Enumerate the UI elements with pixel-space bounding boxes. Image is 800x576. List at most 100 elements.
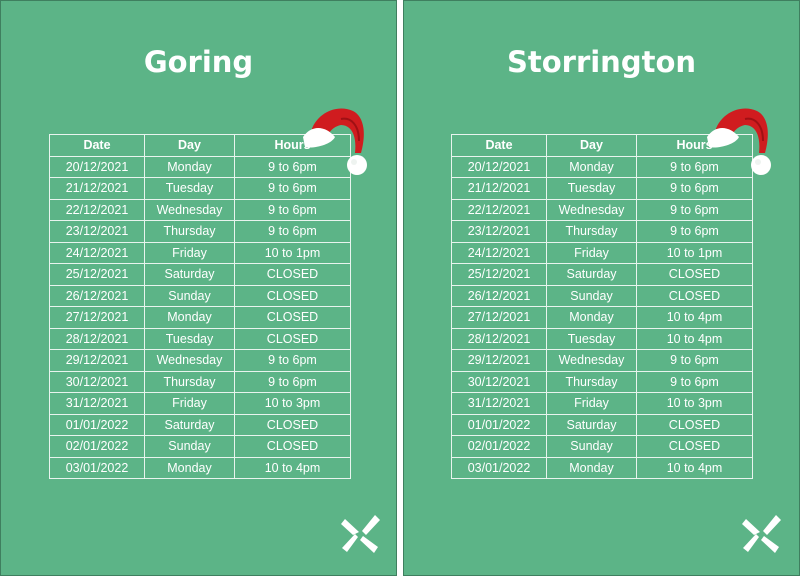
table-row: 28/12/2021 Tuesday CLOSED <box>49 327 351 350</box>
hours-cell: 9 to 6pm <box>234 349 351 372</box>
hours-cell: CLOSED <box>234 263 351 286</box>
date-cell: 26/12/2021 <box>451 284 547 307</box>
date-cell: 22/12/2021 <box>49 198 145 221</box>
date-cell: 28/12/2021 <box>451 327 547 350</box>
table-row: 24/12/2021 Friday 10 to 1pm <box>49 241 351 264</box>
table-row: 25/12/2021 Saturday CLOSED <box>451 263 753 286</box>
day-cell: Monday <box>144 306 235 329</box>
date-cell: 29/12/2021 <box>451 349 547 372</box>
table-row: 21/12/2021 Tuesday 9 to 6pm <box>451 177 753 200</box>
santa-hat-icon <box>303 108 367 175</box>
opening-hours-table: Date Day Hours 20/12/2021 Monday 9 to 6pm 2… <box>49 134 351 479</box>
date-cell: 22/12/2021 <box>451 198 547 221</box>
hours-cell: 9 to 6pm <box>636 177 753 200</box>
date-cell: 23/12/2021 <box>49 220 145 243</box>
table-row: 22/12/2021 Wednesday 9 to 6pm <box>451 198 753 221</box>
day-cell: Thursday <box>144 220 235 243</box>
day-cell: Monday <box>546 155 637 178</box>
date-cell: 21/12/2021 <box>451 177 547 200</box>
day-column-header: Day <box>546 134 637 157</box>
date-column-header: Date <box>49 134 145 157</box>
hours-cell: 9 to 6pm <box>234 198 351 221</box>
day-cell: Tuesday <box>144 327 235 350</box>
date-column-header: Date <box>451 134 547 157</box>
hours-cell: 10 to 4pm <box>636 456 753 479</box>
table-row: 26/12/2021 Sunday CLOSED <box>451 284 753 307</box>
date-cell: 25/12/2021 <box>451 263 547 286</box>
date-cell: 24/12/2021 <box>451 241 547 264</box>
day-cell: Saturday <box>546 413 637 436</box>
date-cell: 20/12/2021 <box>49 155 145 178</box>
table-row: 24/12/2021 Friday 10 to 1pm <box>451 241 753 264</box>
table-row: 26/12/2021 Sunday CLOSED <box>49 284 351 307</box>
hours-cell: CLOSED <box>234 435 351 458</box>
table-row: 31/12/2021 Friday 10 to 3pm <box>451 392 753 415</box>
hours-cell: 9 to 6pm <box>636 349 753 372</box>
date-cell: 02/01/2022 <box>451 435 547 458</box>
day-cell: Sunday <box>546 284 637 307</box>
date-cell: 02/01/2022 <box>49 435 145 458</box>
table-row: 27/12/2021 Monday 10 to 4pm <box>451 306 753 329</box>
day-column-header: Day <box>144 134 235 157</box>
date-cell: 30/12/2021 <box>451 370 547 393</box>
day-cell: Thursday <box>546 370 637 393</box>
hours-cell: 9 to 6pm <box>234 370 351 393</box>
table-row: 23/12/2021 Thursday 9 to 6pm <box>49 220 351 243</box>
hours-cell: 10 to 4pm <box>636 327 753 350</box>
hours-cell: 10 to 3pm <box>636 392 753 415</box>
date-cell: 31/12/2021 <box>49 392 145 415</box>
pinwheel-logo-icon <box>341 515 380 553</box>
day-cell: Tuesday <box>144 177 235 200</box>
day-cell: Monday <box>546 306 637 329</box>
day-cell: Friday <box>144 241 235 264</box>
day-cell: Wednesday <box>144 198 235 221</box>
day-cell: Saturday <box>546 263 637 286</box>
table-row: 25/12/2021 Saturday CLOSED <box>49 263 351 286</box>
day-cell: Sunday <box>144 435 235 458</box>
hours-cell: CLOSED <box>234 413 351 436</box>
day-cell: Saturday <box>144 413 235 436</box>
hours-cell: CLOSED <box>636 435 753 458</box>
table-row: 20/12/2021 Monday 9 to 6pm <box>451 155 753 178</box>
day-cell: Tuesday <box>546 177 637 200</box>
table-row: 01/01/2022 Saturday CLOSED <box>49 413 351 436</box>
storrington-page: Storrington Date Day Hours 20/12/2021 Mon… <box>403 0 800 576</box>
date-cell: 03/01/2022 <box>49 456 145 479</box>
date-cell: 23/12/2021 <box>451 220 547 243</box>
day-cell: Sunday <box>144 284 235 307</box>
table-row: 30/12/2021 Thursday 9 to 6pm <box>451 370 753 393</box>
santa-hat-icon <box>707 108 771 175</box>
date-cell: 21/12/2021 <box>49 177 145 200</box>
hours-cell: 9 to 6pm <box>234 220 351 243</box>
table-row: 27/12/2021 Monday CLOSED <box>49 306 351 329</box>
day-cell: Saturday <box>144 263 235 286</box>
date-cell: 25/12/2021 <box>49 263 145 286</box>
page-title: Storrington <box>506 45 697 79</box>
date-cell: 29/12/2021 <box>49 349 145 372</box>
day-cell: Tuesday <box>546 327 637 350</box>
day-cell: Friday <box>546 392 637 415</box>
hours-cell: CLOSED <box>234 306 351 329</box>
date-cell: 27/12/2021 <box>451 306 547 329</box>
hours-cell: 9 to 6pm <box>636 155 753 178</box>
hours-cell: CLOSED <box>636 284 753 307</box>
date-cell: 28/12/2021 <box>49 327 145 350</box>
hours-cell: 9 to 6pm <box>636 220 753 243</box>
hours-cell: 10 to 4pm <box>234 456 351 479</box>
table-row: 22/12/2021 Wednesday 9 to 6pm <box>49 198 351 221</box>
date-cell: 27/12/2021 <box>49 306 145 329</box>
page-divider <box>397 0 403 576</box>
table-row: 28/12/2021 Tuesday 10 to 4pm <box>451 327 753 350</box>
day-cell: Thursday <box>546 220 637 243</box>
date-cell: 31/12/2021 <box>451 392 547 415</box>
page-title: Goring <box>143 45 254 79</box>
hours-cell: 9 to 6pm <box>636 198 753 221</box>
hours-cell: CLOSED <box>636 263 753 286</box>
opening-hours-table: Date Day Hours 20/12/2021 Monday 9 to 6pm 2… <box>451 134 753 479</box>
table-row: 29/12/2021 Wednesday 9 to 6pm <box>451 349 753 372</box>
table-row: 31/12/2021 Friday 10 to 3pm <box>49 392 351 415</box>
hours-cell: 9 to 6pm <box>234 177 351 200</box>
date-cell: 20/12/2021 <box>451 155 547 178</box>
table-row: 23/12/2021 Thursday 9 to 6pm <box>451 220 753 243</box>
date-cell: 01/01/2022 <box>49 413 145 436</box>
